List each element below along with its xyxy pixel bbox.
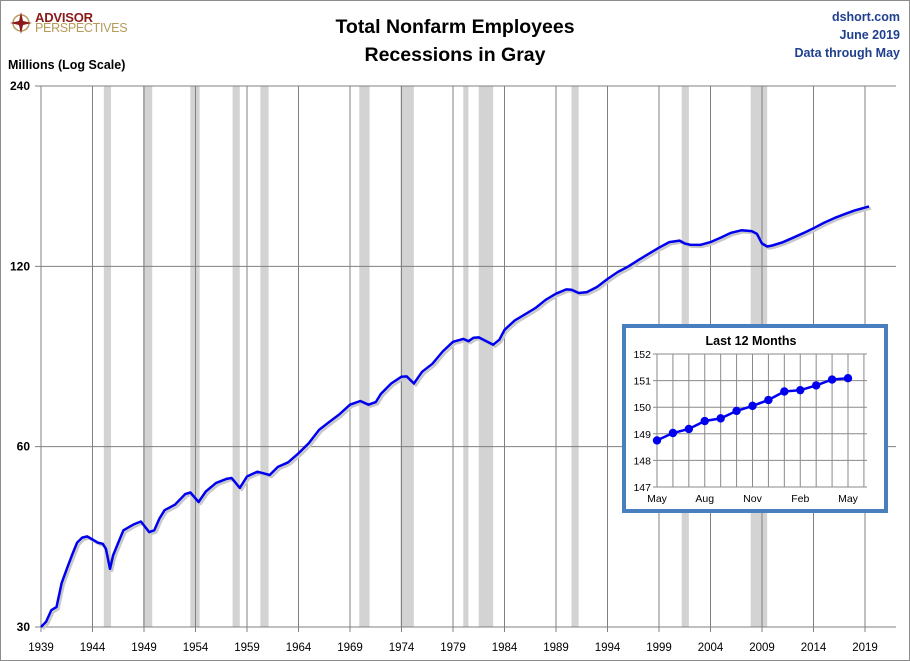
source-site: dshort.com	[831, 10, 900, 24]
compass-rose-icon	[10, 12, 32, 34]
source-date: June 2019	[839, 28, 900, 42]
recession-bands	[103, 86, 768, 627]
y-tick-label: 120	[10, 259, 30, 273]
x-tick-label: 1999	[646, 642, 672, 654]
recession-band	[478, 86, 494, 627]
logo-line-2: PERSPECTIVES	[35, 21, 128, 35]
x-tick-label: 1949	[131, 642, 157, 654]
x-tick-label: 1979	[440, 642, 466, 654]
employment-line	[40, 205, 872, 630]
recession-band	[142, 86, 153, 627]
recession-band	[571, 86, 579, 627]
logo-line-1: ADVISOR	[35, 10, 93, 25]
line-shadow	[42, 207, 872, 630]
x-tick-label: 2004	[698, 642, 724, 654]
grid-lines	[35, 85, 896, 632]
recession-band	[750, 86, 768, 627]
x-tick-label: 1959	[234, 642, 260, 654]
title-line-2: Recessions in Gray	[364, 44, 546, 66]
x-tick-label: 2009	[749, 642, 775, 654]
y-tick-label: 60	[17, 440, 31, 454]
x-tick-label: 1944	[80, 642, 106, 654]
y-axis-title: Millions (Log Scale)	[8, 58, 126, 72]
source-block: dshort.com June 2019 Data through May	[794, 8, 900, 62]
chart-title: Total Nonfarm Employees Recessions in Gr…	[0, 13, 910, 69]
title-line-1: Total Nonfarm Employees	[335, 16, 575, 38]
x-tick-label: 2014	[801, 642, 827, 654]
x-tick-label: 1964	[286, 642, 312, 654]
axes: 30 60 120 240 1939 1944 1949 1954 1959 1964 1969 19…	[10, 79, 878, 654]
recession-band	[400, 86, 414, 627]
y-tick-label: 240	[10, 79, 30, 93]
x-tick-label: 1989	[543, 642, 569, 654]
x-tick-label: 1984	[492, 642, 518, 654]
recession-band	[190, 86, 200, 627]
recession-band	[260, 86, 269, 627]
x-tick-label: 1974	[389, 642, 415, 654]
x-tick-label: 1954	[183, 642, 209, 654]
x-tick-label: 1969	[337, 642, 363, 654]
x-tick-label: 2019	[852, 642, 878, 654]
source-data-through: Data through May	[794, 46, 900, 60]
advisor-perspectives-logo: ADVISOR PERSPECTIVES	[10, 10, 128, 36]
y-tick-label: 30	[17, 620, 31, 634]
recession-band	[232, 86, 240, 627]
x-tick-label: 1939	[28, 642, 54, 654]
employment-series-line	[40, 205, 870, 628]
recession-band	[463, 86, 469, 627]
recession-band	[681, 86, 689, 627]
recession-band	[103, 86, 112, 627]
x-tick-label: 1994	[595, 642, 621, 654]
recession-band	[359, 86, 370, 627]
